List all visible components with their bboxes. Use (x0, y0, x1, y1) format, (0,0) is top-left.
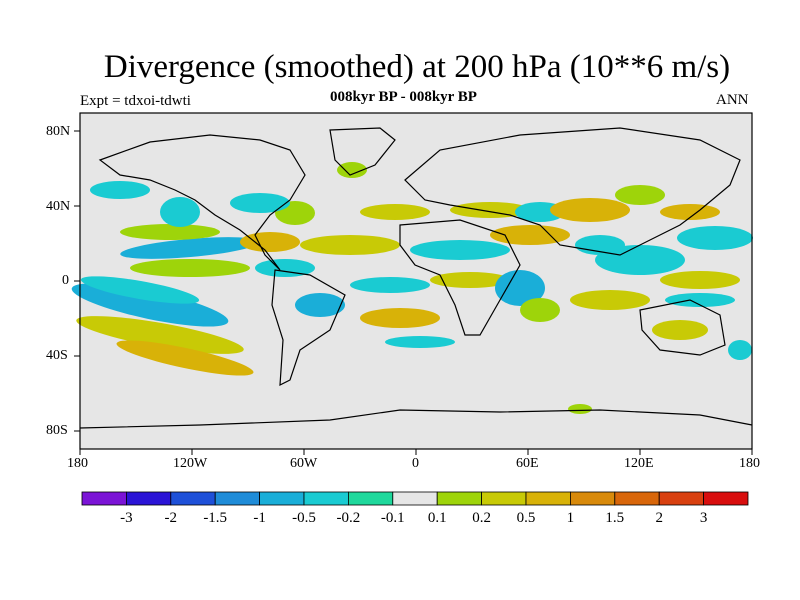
south-america-outline (271, 269, 346, 387)
divergence-patch (255, 259, 315, 277)
lon-label-120e: 120E (624, 456, 654, 471)
colorbar-swatch (303, 491, 349, 506)
divergence-patch (495, 270, 545, 306)
africa-outline (399, 219, 521, 336)
divergence-patch (130, 259, 250, 277)
divergence-patch (300, 235, 400, 255)
colorbar-swatch (392, 491, 438, 506)
lon-label-60w: 60W (290, 456, 318, 471)
divergence-patch (677, 226, 753, 250)
colorbar-swatch (214, 491, 260, 506)
lat-label-80s: 80S (46, 423, 68, 438)
divergence-map (71, 112, 753, 455)
colorbar-label: 0.2 (472, 510, 491, 526)
colorbar-label: 3 (700, 510, 708, 526)
divergence-patch (450, 202, 530, 218)
colorbar-label: 2 (655, 510, 663, 526)
divergence-patch (410, 240, 510, 260)
divergence-patch (80, 276, 200, 304)
experiment-label: Expt = tdxoi-tdwti (80, 93, 191, 109)
colorbar-swatch (170, 491, 216, 506)
colorbar-swatch (126, 491, 172, 506)
colorbar-label: -0.5 (292, 510, 316, 526)
eurasia-outline (404, 127, 741, 256)
divergence-field (71, 162, 753, 414)
divergence-patch (570, 290, 650, 310)
colorbar-label: -2 (165, 510, 178, 526)
colorbar-label: -1 (253, 510, 266, 526)
north-america-outline (98, 134, 306, 271)
lat-ticks (74, 130, 80, 432)
colorbar-label: 1 (567, 510, 575, 526)
divergence-patch (337, 162, 367, 178)
coastlines (79, 127, 753, 429)
divergence-patch (660, 271, 740, 289)
divergence-patch (385, 336, 455, 348)
divergence-patch (90, 181, 150, 199)
colorbar-swatch (259, 491, 305, 506)
colorbar-swatch (703, 491, 749, 506)
lat-label-40s: 40S (46, 348, 68, 363)
antarctica-outline (79, 409, 753, 429)
colorbar: -3 -2 -1.5 -1 -0.5 -0.2 -0.1 0.1 0.2 0.5 1 1.5 2 3 (81, 491, 749, 526)
colorbar-label: 0.5 (517, 510, 536, 526)
colorbar-label: -1.5 (203, 510, 227, 526)
lon-label-180w: 180 (67, 456, 88, 471)
lat-label-80n: 80N (46, 124, 71, 139)
colorbar-swatch (525, 491, 571, 506)
colorbar-swatch (658, 491, 705, 506)
divergence-patch (430, 272, 510, 288)
colorbar-label: 1.5 (605, 510, 624, 526)
chart-title: Divergence (smoothed) at 200 hPa (10**6 … (103, 49, 731, 85)
season-label: ANN (716, 92, 749, 108)
colorbar-label: 0.1 (428, 510, 447, 526)
divergence-patch (240, 232, 300, 252)
colorbar-swatch (481, 491, 527, 506)
australia-outline (639, 299, 726, 356)
divergence-patch (665, 293, 735, 307)
greenland-outline (329, 127, 396, 176)
divergence-patch (295, 293, 345, 317)
divergence-patch (160, 197, 200, 227)
divergence-patch (550, 198, 630, 222)
lat-label-0: 0 (62, 273, 69, 288)
divergence-patch (615, 185, 665, 205)
lon-label-180e: 180 (739, 456, 760, 471)
colorbar-swatch (81, 491, 127, 506)
divergence-patch (350, 277, 430, 293)
colorbar-label: -3 (120, 510, 133, 526)
divergence-patch (71, 283, 229, 327)
colorbar-swatch (436, 491, 483, 506)
lon-label-120w: 120W (173, 456, 208, 471)
colorbar-swatch (570, 491, 616, 506)
divergence-patch (120, 224, 220, 240)
divergence-patch (660, 204, 720, 220)
divergence-patch (652, 320, 708, 340)
divergence-patch (120, 237, 260, 259)
divergence-patch (230, 193, 290, 213)
divergence-patch (360, 204, 430, 220)
period-label: 008kyr BP - 008kyr BP (330, 89, 477, 105)
divergence-patch (490, 225, 570, 245)
lon-label-0: 0 (412, 456, 419, 471)
divergence-patch (568, 404, 592, 414)
lon-ticks (79, 449, 753, 455)
lon-label-60e: 60E (516, 456, 539, 471)
divergence-patch (76, 316, 244, 354)
divergence-patch (595, 245, 685, 275)
colorbar-swatch (614, 491, 660, 506)
lat-label-40n: 40N (46, 199, 71, 214)
colorbar-label: -0.2 (337, 510, 361, 526)
colorbar-swatch (347, 491, 394, 506)
divergence-patch (728, 340, 752, 360)
colorbar-label: -0.1 (381, 510, 405, 526)
divergence-patch (116, 340, 254, 376)
divergence-patch (520, 298, 560, 322)
divergence-patch (360, 308, 440, 328)
